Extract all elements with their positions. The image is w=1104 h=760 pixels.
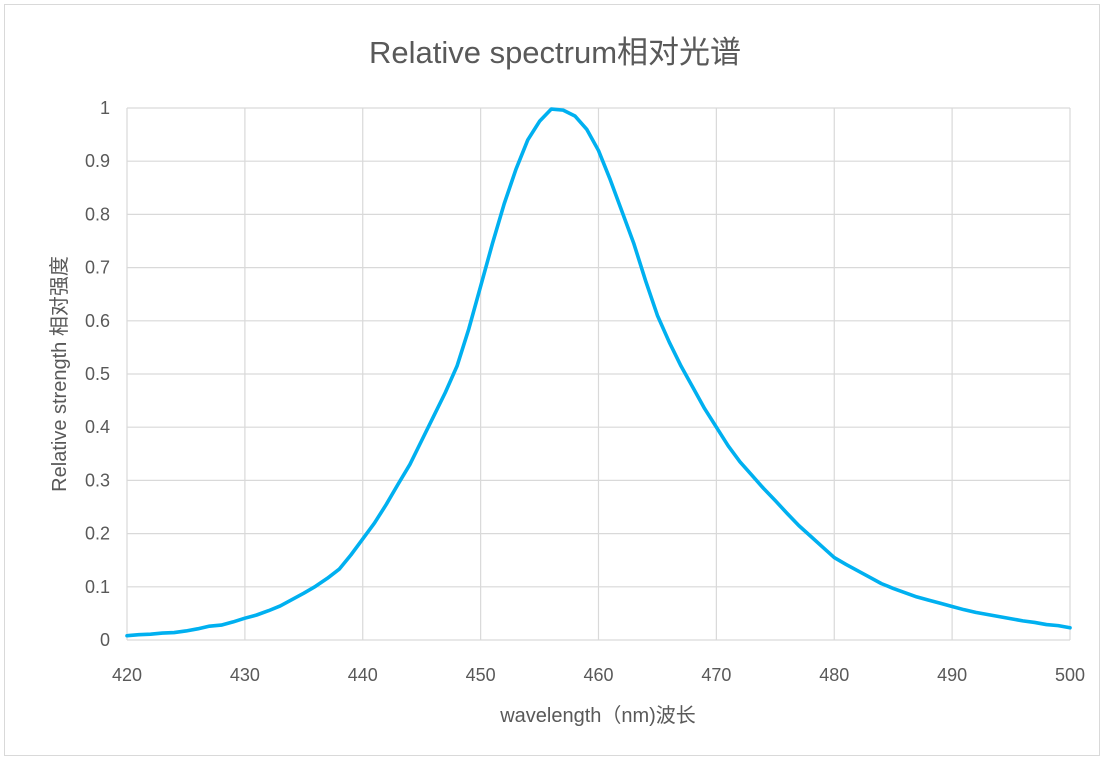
gridlines (126, 107, 1071, 641)
y-axis-title: Relative strength 相对强度 (48, 256, 71, 492)
x-tick-label: 470 (701, 665, 731, 685)
x-tick-label: 490 (937, 665, 967, 685)
x-tick-label: 480 (819, 665, 849, 685)
y-tick-label: 0.8 (85, 204, 110, 224)
x-tick-label: 460 (583, 665, 613, 685)
x-tick-label: 440 (348, 665, 378, 685)
y-tick-label: 0.9 (85, 151, 110, 171)
series-line (125, 107, 1072, 638)
chart-title: Relative spectrum相对光谱 (369, 35, 741, 70)
y-tick-label: 0.5 (85, 364, 110, 384)
x-tick-label: 420 (112, 665, 142, 685)
y-tick-label: 0.6 (85, 311, 110, 331)
x-axis-title: wavelength（nm)波长 (499, 704, 696, 727)
y-tick-label: 0.7 (85, 258, 110, 278)
x-tick-labels: 420 430 440 450 460 470 480 490 500 (112, 665, 1085, 685)
y-tick-labels: 0 0.1 0.2 0.3 0.4 0.5 0.6 0.7 0.8 0.9 1 (85, 98, 110, 650)
y-tick-label: 0.2 (85, 524, 110, 544)
y-tick-label: 0.3 (85, 470, 110, 490)
series-layer (125, 107, 1072, 638)
x-tick-label: 450 (466, 665, 496, 685)
y-tick-label: 1 (100, 98, 110, 118)
y-tick-label: 0 (100, 630, 110, 650)
chart-border (4, 4, 1100, 756)
y-tick-label: 0.1 (85, 577, 110, 597)
x-tick-label: 430 (230, 665, 260, 685)
y-tick-label: 0.4 (85, 417, 110, 437)
x-tick-label: 500 (1055, 665, 1085, 685)
